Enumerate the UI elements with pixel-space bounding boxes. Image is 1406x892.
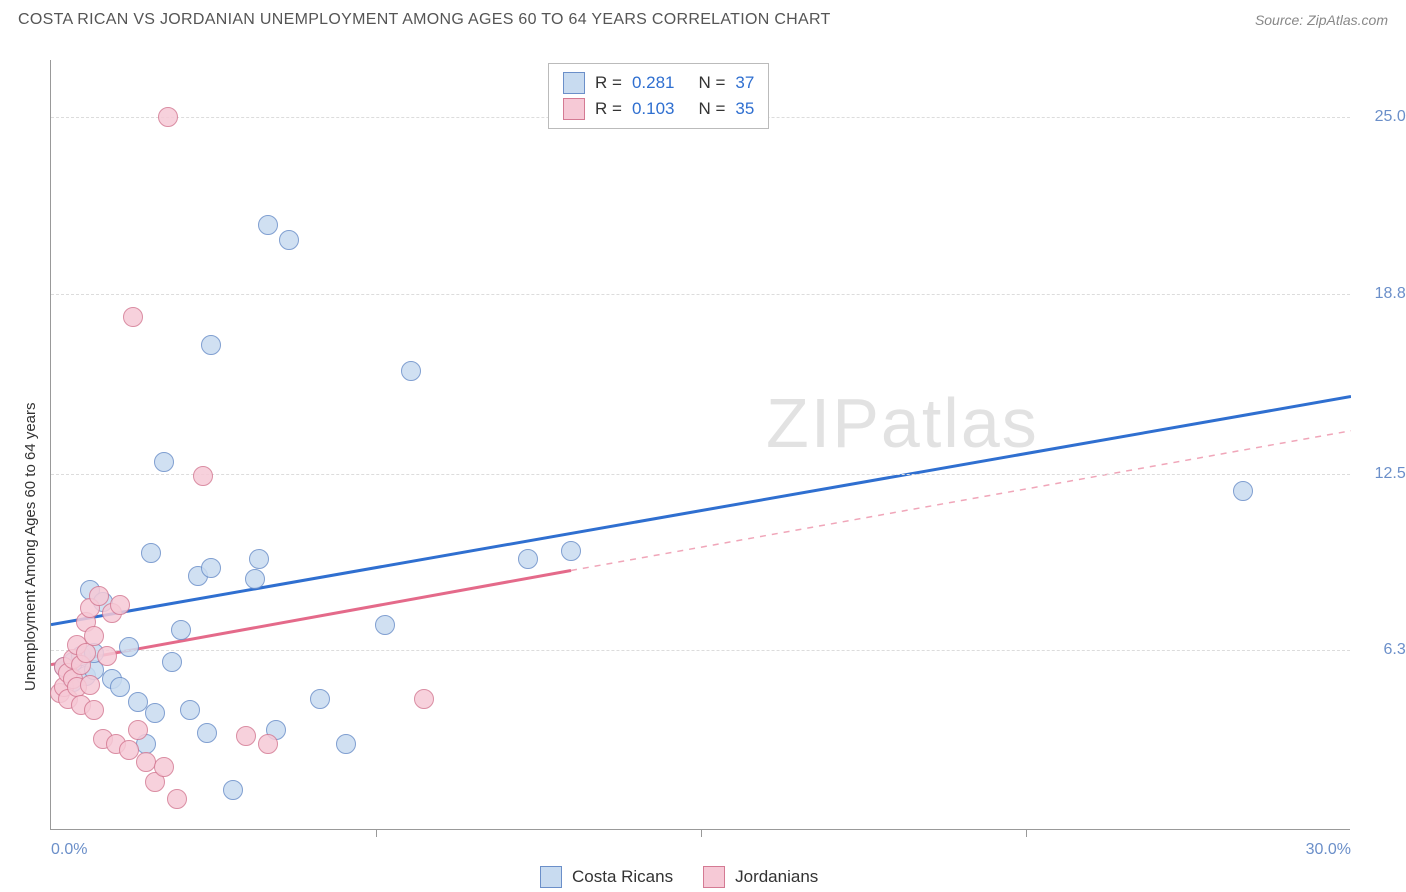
scatter-point [110, 677, 130, 697]
scatter-point [180, 700, 200, 720]
scatter-point [76, 643, 96, 663]
chart-plot-area: ZIPatlas 6.3%12.5%18.8%25.0%0.0%30.0% [50, 60, 1350, 830]
legend-swatch [703, 866, 725, 888]
scatter-point [310, 689, 330, 709]
scatter-point [167, 789, 187, 809]
watermark: ZIPatlas [766, 383, 1039, 463]
x-tick [376, 829, 377, 837]
scatter-point [171, 620, 191, 640]
scatter-point [561, 541, 581, 561]
y-tick-label: 18.8% [1360, 285, 1406, 303]
trend-line [571, 431, 1351, 571]
scatter-point [197, 723, 217, 743]
grid-line-horizontal [51, 474, 1350, 475]
legend-n-value: 37 [735, 73, 754, 93]
chart-title: COSTA RICAN VS JORDANIAN UNEMPLOYMENT AM… [18, 11, 831, 29]
scatter-point [89, 586, 109, 606]
legend-series-item: Jordanians [703, 866, 818, 888]
scatter-point [336, 734, 356, 754]
legend-n-label: N = [698, 73, 725, 93]
x-tick [1026, 829, 1027, 837]
legend-n-value: 35 [735, 99, 754, 119]
scatter-point [245, 569, 265, 589]
y-tick-label: 25.0% [1360, 108, 1406, 126]
scatter-point [1233, 481, 1253, 501]
scatter-point [80, 675, 100, 695]
source-attribution: Source: ZipAtlas.com [1255, 12, 1388, 28]
y-axis-title: Unemployment Among Ages 60 to 64 years [22, 403, 39, 692]
legend-correlation-row: R = 0.103 N = 35 [563, 96, 754, 122]
legend-r-label: R = [595, 99, 622, 119]
scatter-point [414, 689, 434, 709]
legend-correlation-row: R = 0.281 N = 37 [563, 70, 754, 96]
legend-r-label: R = [595, 73, 622, 93]
grid-line-horizontal [51, 650, 1350, 651]
grid-line-horizontal [51, 294, 1350, 295]
scatter-point [279, 230, 299, 250]
x-tick [701, 829, 702, 837]
y-tick-label: 6.3% [1360, 641, 1406, 659]
legend-series-label: Jordanians [735, 867, 818, 887]
scatter-point [97, 646, 117, 666]
scatter-point [154, 452, 174, 472]
legend-swatch [540, 866, 562, 888]
scatter-point [158, 107, 178, 127]
legend-n-label: N = [698, 99, 725, 119]
legend-swatch [563, 72, 585, 94]
y-tick-label: 12.5% [1360, 465, 1406, 483]
scatter-point [128, 720, 148, 740]
legend-r-value: 0.281 [632, 73, 675, 93]
legend-series-item: Costa Ricans [540, 866, 673, 888]
scatter-point [141, 543, 161, 563]
scatter-point [201, 335, 221, 355]
scatter-point [84, 626, 104, 646]
scatter-point [162, 652, 182, 672]
scatter-point [201, 558, 221, 578]
scatter-point [258, 734, 278, 754]
scatter-point [401, 361, 421, 381]
scatter-point [84, 700, 104, 720]
x-tick-label: 30.0% [1306, 841, 1351, 859]
scatter-point [154, 757, 174, 777]
legend-r-value: 0.103 [632, 99, 675, 119]
scatter-point [375, 615, 395, 635]
trend-lines-layer [51, 60, 1351, 830]
legend-correlation-box: R = 0.281 N = 37 R = 0.103 N = 35 [548, 63, 769, 129]
scatter-point [236, 726, 256, 746]
scatter-point [518, 549, 538, 569]
scatter-point [119, 637, 139, 657]
scatter-point [193, 466, 213, 486]
trend-line [51, 397, 1351, 625]
scatter-point [110, 595, 130, 615]
scatter-point [249, 549, 269, 569]
scatter-point [123, 307, 143, 327]
x-tick-label: 0.0% [51, 841, 87, 859]
scatter-point [223, 780, 243, 800]
scatter-point [258, 215, 278, 235]
scatter-point [145, 703, 165, 723]
legend-swatch [563, 98, 585, 120]
legend-series-label: Costa Ricans [572, 867, 673, 887]
legend-series: Costa Ricans Jordanians [540, 866, 818, 888]
